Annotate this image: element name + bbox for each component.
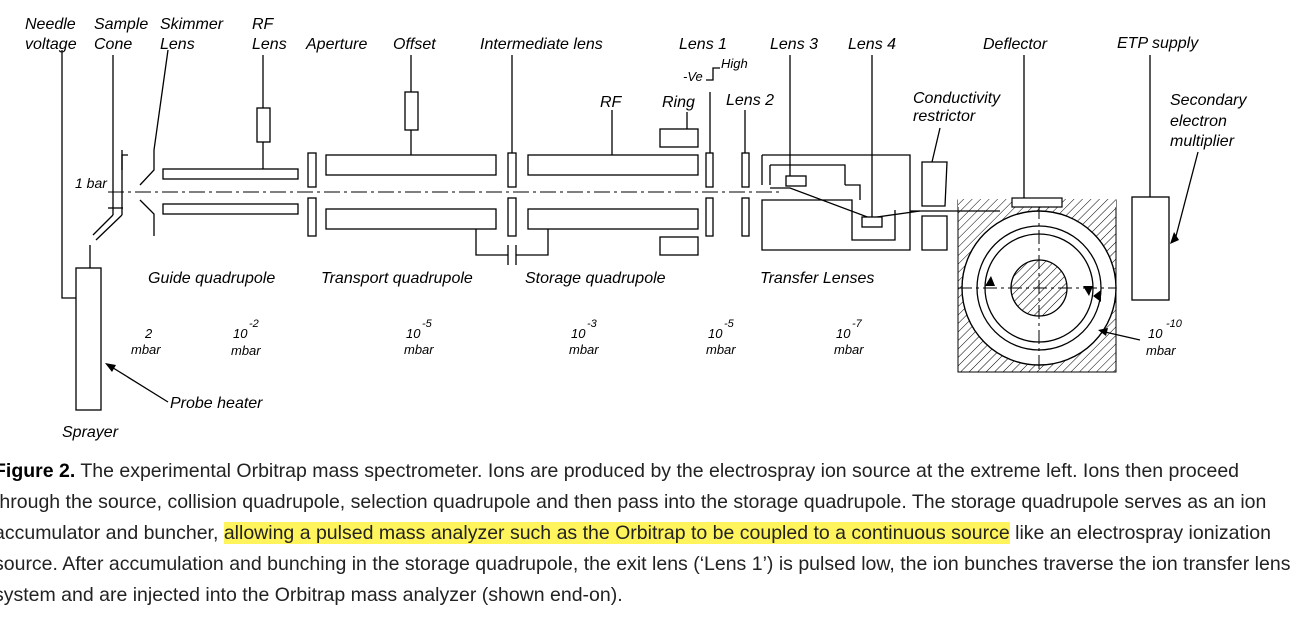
lens1-top (705, 152, 714, 188)
lens2-top (741, 152, 750, 188)
caption-text-2: like an electrospray ionization source. … (0, 522, 1291, 606)
pressure-readouts: 2 mbar 10 -2 mbar 10 -5 mbar 10 -3 mbar … (131, 318, 1183, 358)
pressure-unit: mbar (569, 342, 599, 357)
pressure-unit: mbar (1146, 343, 1176, 358)
label-rf-lens-2: Lens (252, 36, 287, 53)
label-skimmer-lens-2: Lens (160, 36, 195, 53)
pressure-exponent: -10 (1166, 318, 1183, 330)
restrictor-top (921, 161, 948, 207)
section-labels: Guide quadrupole Transport quadrupole St… (62, 270, 874, 441)
label-rf: RF (600, 94, 623, 111)
ring-electrode-top (659, 128, 699, 148)
storage-quad-rod-bottom (527, 208, 699, 230)
transfer-lens-housing (761, 55, 911, 251)
pressure-base: 10 (708, 326, 723, 341)
orbitrap-diagram: Needle voltage Sample Cone Skimmer Lens … (25, 16, 1247, 441)
pressure-exponent: -2 (249, 318, 259, 330)
storage-quad-rod-top (527, 154, 699, 176)
lens4-element (861, 216, 883, 228)
label-needle-voltage-2: voltage (25, 36, 77, 53)
label-lens1: Lens 1 (679, 36, 727, 53)
pressure-exponent: -3 (587, 318, 598, 330)
needle-voltage-line (61, 50, 76, 299)
pulse-symbol (706, 67, 720, 81)
pressure-base: 2 (144, 326, 153, 341)
pressure-base: 10 (836, 326, 851, 341)
pressure-exponent: -7 (852, 318, 863, 330)
sample-cone-left (112, 55, 123, 215)
sprayer-body (75, 267, 102, 411)
figure-label: Figure 2. (0, 460, 76, 482)
aperture-top (307, 152, 317, 188)
label-probe-heater: Probe heater (170, 395, 263, 412)
label-storage-quadrupole: Storage quadrupole (525, 270, 666, 287)
caption-highlight: allowing a pulsed mass analyzer such as … (223, 522, 1010, 544)
label-sample-cone-1: Sample (94, 16, 148, 33)
label-secondary-1: Secondary (1170, 92, 1247, 109)
label-offset: Offset (393, 36, 436, 53)
sample-cone-lower (92, 214, 123, 241)
label-transfer-lenses: Transfer Lenses (760, 270, 874, 287)
ring-electrode-bottom (659, 236, 699, 256)
label-needle-voltage-1: Needle (25, 16, 76, 33)
skimmer (139, 49, 169, 236)
pressure-unit: mbar (131, 342, 161, 357)
pressure-base: 10 (1148, 326, 1163, 341)
pressure-unit: mbar (231, 343, 261, 358)
label-lens3: Lens 3 (770, 36, 818, 53)
guide-quad-rod-bottom (162, 203, 299, 215)
label-sample-cone-2: Cone (94, 36, 132, 53)
deflector-electrode (1011, 197, 1063, 208)
rf-lens-resistor (256, 107, 271, 143)
top-labels: Needle voltage Sample Cone Skimmer Lens … (25, 16, 1247, 191)
lens3-element (785, 175, 807, 187)
label-conductivity-2: restrictor (913, 108, 976, 125)
label-guide-quadrupole: Guide quadrupole (148, 270, 275, 287)
transport-quad-rod-bottom (325, 208, 497, 230)
label-lens2: Lens 2 (726, 92, 774, 109)
label-secondary-3: multiplier (1170, 133, 1235, 150)
label-ring: Ring (662, 94, 695, 111)
label-intermediate-lens: Intermediate lens (480, 36, 603, 53)
label-transport-quadrupole: Transport quadrupole (321, 270, 473, 287)
label-lens4: Lens 4 (848, 36, 896, 53)
transport-quad-rod-top (325, 154, 497, 176)
label-deflector: Deflector (983, 36, 1048, 53)
intermediate-lens-top (507, 152, 517, 188)
label-one-bar: 1 bar (75, 175, 108, 191)
pressure-unit: mbar (834, 342, 864, 357)
lens1-bottom (705, 197, 714, 237)
offset-resistor (404, 91, 419, 131)
label-high: High (721, 56, 748, 71)
label-rf-lens-1: RF (252, 16, 275, 33)
pressure-exponent: -5 (724, 318, 735, 330)
sprayer-assembly (61, 50, 128, 411)
pressure-unit: mbar (404, 342, 434, 357)
label-etp-supply: ETP supply (1117, 35, 1199, 52)
label-aperture: Aperture (305, 36, 367, 53)
intermediate-lens-bottom (507, 197, 517, 237)
figure-caption: Figure 2. The experimental Orbitrap mass… (0, 456, 1294, 611)
orbitrap-analyzer (910, 55, 1117, 373)
lens2-bottom (741, 197, 750, 237)
pressure-base: 10 (233, 326, 248, 341)
electron-multiplier (1131, 196, 1170, 301)
label-skimmer-lens-1: Skimmer (160, 16, 224, 33)
label-sprayer: Sprayer (62, 424, 119, 441)
pressure-base: 10 (406, 326, 421, 341)
restrictor-bottom (921, 215, 948, 251)
pressure-exponent: -5 (422, 318, 433, 330)
label-secondary-2: electron (1170, 113, 1227, 130)
caption-text-1: The experimental Orbitrap mass spectrome… (0, 460, 1267, 544)
guide-quad-rod-top (162, 168, 299, 180)
pressure-unit: mbar (706, 342, 736, 357)
aperture-bottom (307, 197, 317, 237)
label-conductivity-1: Conductivity (913, 90, 1001, 107)
ion-path (770, 187, 921, 219)
label-minus-ve: -Ve (683, 69, 703, 84)
pressure-base: 10 (571, 326, 586, 341)
